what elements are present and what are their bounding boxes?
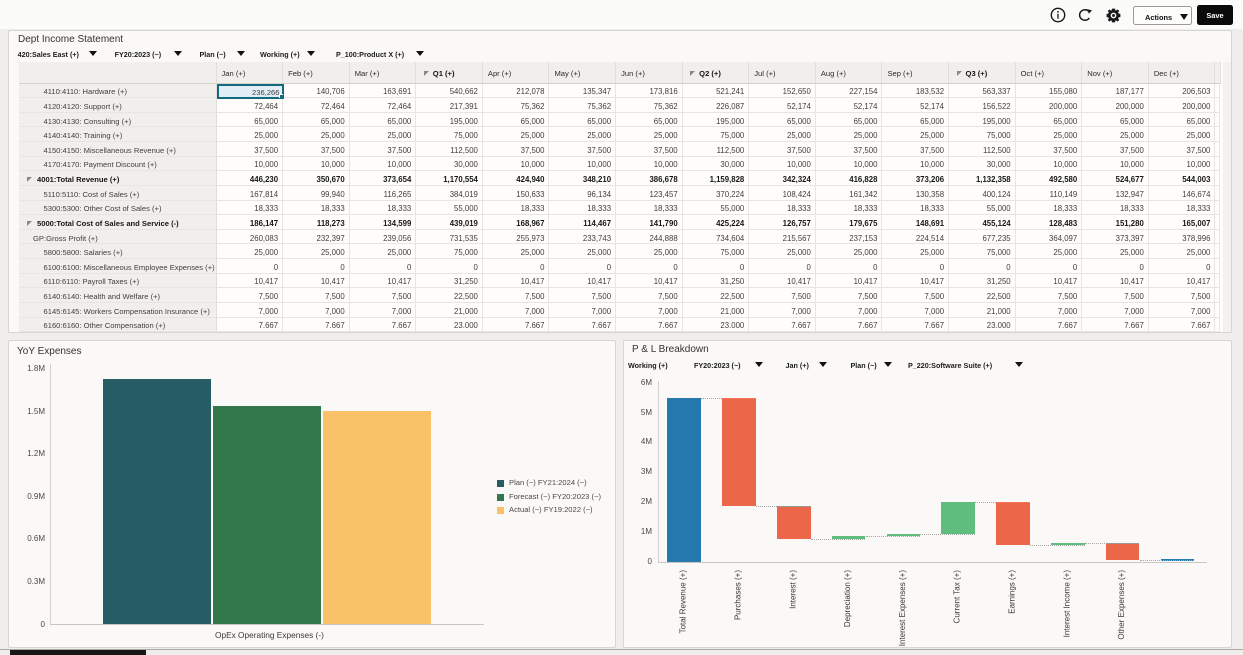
svg-text:Current Tax (+): Current Tax (+) — [953, 570, 962, 624]
svg-text:Purchases (+): Purchases (+) — [734, 570, 743, 620]
svg-text:Interest Income (+): Interest Income (+) — [1062, 570, 1071, 638]
svg-text:Total Revenue (+): Total Revenue (+) — [679, 570, 688, 634]
svg-text:Earnings (+): Earnings (+) — [1008, 570, 1017, 614]
svg-text:Other Expenses (+): Other Expenses (+) — [1117, 570, 1126, 640]
svg-text:Interest Expenses (+): Interest Expenses (+) — [898, 570, 907, 647]
svg-text:Interest (+): Interest (+) — [788, 570, 797, 609]
svg-text:Depreciation (+): Depreciation (+) — [843, 570, 852, 627]
